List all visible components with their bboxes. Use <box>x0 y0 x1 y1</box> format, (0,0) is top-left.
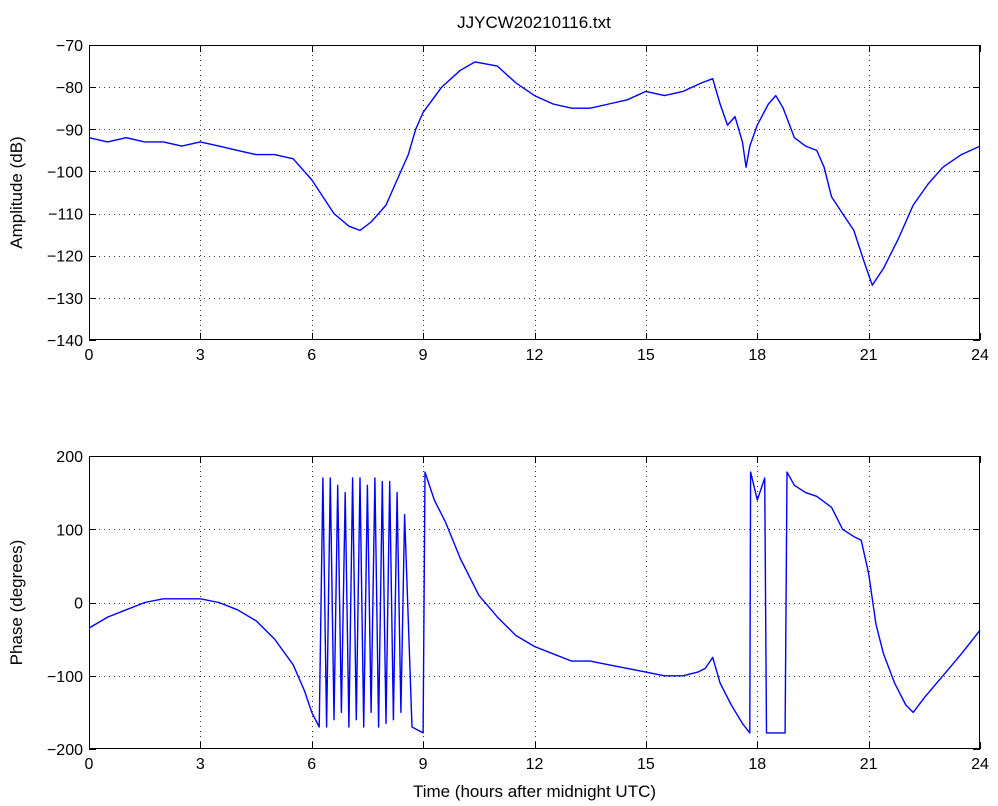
phase-x-tick-label: 21 <box>860 756 878 773</box>
amplitude-x-tick-label: 24 <box>971 347 989 364</box>
phase-y-tick-label: −200 <box>47 742 83 759</box>
amplitude-y-axis-label: Amplitude (dB) <box>7 136 26 248</box>
amplitude-series-line-0 <box>88 61 981 286</box>
phase-plot-area <box>89 456 980 749</box>
amplitude-x-tick-label: 15 <box>637 347 655 364</box>
amplitude-series <box>88 61 981 286</box>
phase-y-axis-label: Phase (degrees) <box>7 540 26 666</box>
amplitude-y-tick-label: −80 <box>56 80 83 97</box>
phase-x-tick-label: 15 <box>637 756 655 773</box>
phase-x-axis-label: Time (hours after midnight UTC) <box>413 782 656 801</box>
phase-y-tick-label: −100 <box>47 669 83 686</box>
amplitude-x-tick-label: 18 <box>748 347 766 364</box>
amplitude-x-tick-label: 0 <box>85 347 94 364</box>
amplitude-x-tick-label: 3 <box>196 347 205 364</box>
amplitude-x-tick-label: 12 <box>526 347 544 364</box>
phase-axes-frame <box>89 456 980 749</box>
phase-x-tick-label: 12 <box>526 756 544 773</box>
phase-x-tick-label: 3 <box>196 756 205 773</box>
amplitude-panel: 0 3 6 9 12 15 18 21 24 −140 −130 −120 −110 −100 −90 −80… <box>7 38 989 364</box>
phase-x-tick-label: 0 <box>85 756 94 773</box>
amplitude-axes-frame <box>89 45 980 340</box>
phase-x-tick-label: 18 <box>748 756 766 773</box>
amplitude-x-tick-label: 9 <box>419 347 428 364</box>
amplitude-x-tick-label: 21 <box>860 347 878 364</box>
phase-y-tick-label: 0 <box>74 596 83 613</box>
amplitude-y-tick-label: −130 <box>47 291 83 308</box>
amplitude-ticks <box>89 45 981 341</box>
amplitude-plot-area <box>89 45 980 340</box>
phase-panel: 0 3 6 9 12 15 18 21 24 −200 −100 0 100 200 Phase (deg… <box>7 449 989 801</box>
amplitude-y-tick-label: −110 <box>48 207 83 224</box>
amplitude-x-tick-label: 6 <box>307 347 316 364</box>
phase-x-tick-label: 6 <box>307 756 316 773</box>
figure-title: JJYCW20210116.txt <box>457 13 611 32</box>
amplitude-tick-labels: 0 3 6 9 12 15 18 21 24 −140 −130 −120 −110 −100 −90 −80… <box>47 38 989 364</box>
phase-tick-labels: 0 3 6 9 12 15 18 21 24 −200 −100 0 100 200 <box>47 449 989 773</box>
amplitude-y-tick-label: −90 <box>56 122 83 139</box>
phase-series-line-0 <box>88 471 981 734</box>
phase-series <box>88 471 981 734</box>
amplitude-y-tick-label: −70 <box>56 38 83 55</box>
phase-y-tick-label: 200 <box>56 449 83 466</box>
amplitude-y-tick-label: −100 <box>47 164 83 181</box>
phase-grid <box>89 456 980 749</box>
amplitude-y-tick-label: −120 <box>47 249 83 266</box>
amplitude-y-tick-label: −140 <box>47 333 83 350</box>
phase-x-tick-label: 24 <box>971 756 989 773</box>
phase-ticks <box>89 456 981 750</box>
amplitude-grid <box>89 45 980 340</box>
phase-y-tick-label: 100 <box>56 522 83 539</box>
phase-x-tick-label: 9 <box>419 756 428 773</box>
